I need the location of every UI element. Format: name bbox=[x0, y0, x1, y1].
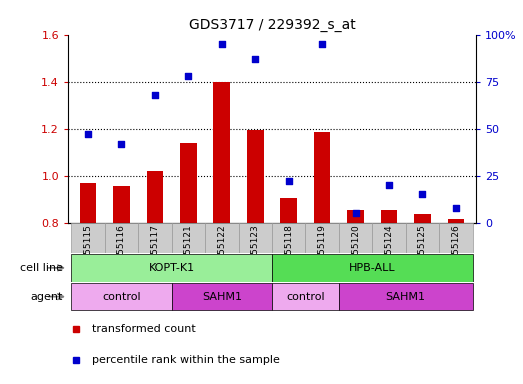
Text: KOPT-K1: KOPT-K1 bbox=[149, 263, 195, 273]
Bar bbox=[272, 283, 339, 310]
Text: GSM455121: GSM455121 bbox=[184, 224, 193, 279]
Text: GSM455115: GSM455115 bbox=[84, 224, 93, 279]
Text: GSM455117: GSM455117 bbox=[151, 224, 160, 279]
Point bbox=[184, 73, 192, 79]
Bar bbox=[138, 223, 172, 253]
Point bbox=[385, 182, 393, 188]
Bar bbox=[213, 82, 230, 384]
Bar bbox=[105, 223, 138, 253]
Text: agent: agent bbox=[30, 291, 63, 302]
Bar bbox=[381, 210, 397, 384]
Bar bbox=[238, 223, 272, 253]
Text: GSM455125: GSM455125 bbox=[418, 224, 427, 279]
Point bbox=[418, 192, 427, 198]
Bar bbox=[406, 223, 439, 253]
Text: GSM455119: GSM455119 bbox=[317, 224, 327, 279]
Bar bbox=[272, 254, 473, 282]
Point bbox=[251, 56, 259, 62]
Text: HPB-ALL: HPB-ALL bbox=[349, 263, 395, 273]
Bar bbox=[272, 223, 305, 253]
Bar bbox=[448, 219, 464, 384]
Bar bbox=[414, 215, 431, 384]
Bar bbox=[314, 132, 331, 384]
Bar bbox=[305, 223, 339, 253]
Text: SAHM1: SAHM1 bbox=[202, 291, 242, 302]
Point bbox=[84, 131, 92, 137]
Bar bbox=[180, 143, 197, 384]
Text: control: control bbox=[102, 291, 141, 302]
Text: GSM455116: GSM455116 bbox=[117, 224, 126, 279]
Bar bbox=[439, 223, 473, 253]
Text: GSM455124: GSM455124 bbox=[384, 224, 393, 279]
Bar bbox=[205, 223, 238, 253]
Bar bbox=[339, 223, 372, 253]
Text: GSM455126: GSM455126 bbox=[451, 224, 460, 279]
Bar bbox=[247, 130, 264, 384]
Text: percentile rank within the sample: percentile rank within the sample bbox=[93, 355, 280, 365]
Text: GSM455123: GSM455123 bbox=[251, 224, 260, 279]
Bar bbox=[339, 283, 473, 310]
Point bbox=[285, 178, 293, 184]
Bar bbox=[146, 171, 163, 384]
Bar bbox=[372, 223, 406, 253]
Text: SAHM1: SAHM1 bbox=[385, 291, 426, 302]
Bar bbox=[71, 254, 272, 282]
Point bbox=[351, 210, 360, 217]
Point bbox=[452, 205, 460, 211]
Text: transformed count: transformed count bbox=[93, 324, 196, 334]
Bar bbox=[172, 223, 205, 253]
Text: cell line: cell line bbox=[20, 263, 63, 273]
Title: GDS3717 / 229392_s_at: GDS3717 / 229392_s_at bbox=[189, 18, 355, 32]
Bar bbox=[172, 283, 272, 310]
Point bbox=[117, 141, 126, 147]
Point bbox=[218, 41, 226, 47]
Bar bbox=[71, 223, 105, 253]
Text: GSM455118: GSM455118 bbox=[284, 224, 293, 279]
Bar bbox=[113, 186, 130, 384]
Text: GSM455120: GSM455120 bbox=[351, 224, 360, 279]
Bar bbox=[79, 183, 96, 384]
Text: GSM455122: GSM455122 bbox=[217, 224, 226, 279]
Point bbox=[318, 41, 326, 47]
Bar bbox=[280, 198, 297, 384]
Text: control: control bbox=[286, 291, 325, 302]
Bar bbox=[347, 210, 364, 384]
Point bbox=[151, 92, 159, 98]
Bar bbox=[71, 283, 172, 310]
